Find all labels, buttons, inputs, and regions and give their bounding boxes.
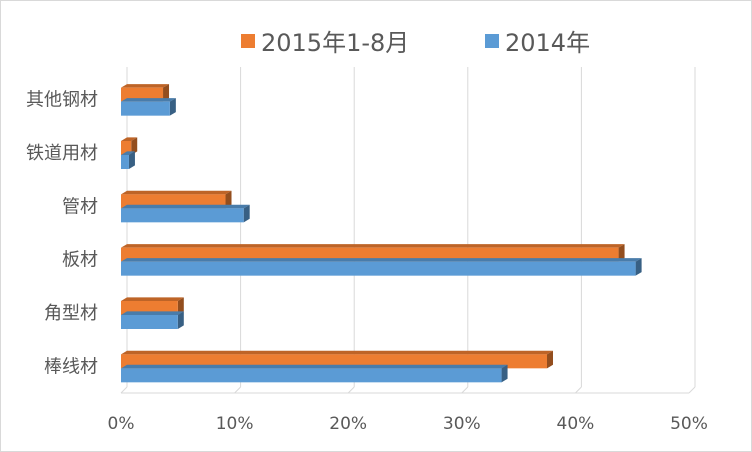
x-tick-label: 10% <box>216 414 254 434</box>
x-tick-label: 50% <box>670 414 708 434</box>
category-label: 棒线材 <box>44 356 98 377</box>
category-label: 管材 <box>62 196 98 217</box>
legend-item-2014: 2014年 <box>485 23 590 58</box>
bar-side-face <box>128 151 135 169</box>
legend-item-2015: 2015年1-8月 <box>241 23 409 58</box>
bar <box>121 208 244 223</box>
bar <box>121 155 129 169</box>
bar-side-face <box>618 244 625 262</box>
gridline-floor <box>461 386 469 394</box>
bar-side-face <box>547 350 553 369</box>
bar <box>121 315 178 329</box>
category-label: 铁道用材 <box>26 143 98 164</box>
legend-swatch-2015 <box>241 33 255 48</box>
bar <box>121 261 636 276</box>
gridline-floor <box>234 386 241 394</box>
x-tick-label: 20% <box>329 414 367 434</box>
legend-label-2014: 2014年 <box>505 29 591 57</box>
legend-label-2015: 2015年1-8月 <box>261 29 410 57</box>
legend: 2015年1-8月 2014年 <box>1 23 751 57</box>
bar-top-face <box>121 297 184 301</box>
x-tick-label: 30% <box>443 414 481 434</box>
bar-side-face <box>635 258 642 276</box>
gridline-floor <box>575 386 582 394</box>
x-tick-label: 40% <box>557 414 595 434</box>
bar-top-face <box>121 137 138 141</box>
gridline-floor <box>120 386 128 394</box>
bar-top-face <box>121 151 135 155</box>
bar-side-face <box>501 364 508 383</box>
bar-top-face <box>121 190 232 195</box>
gridline-floor <box>688 386 696 394</box>
bar-top-face <box>121 258 642 262</box>
category-label: 板材 <box>62 250 98 271</box>
bar-side-face <box>169 98 176 116</box>
bar <box>121 368 502 383</box>
bar-side-face <box>225 190 232 209</box>
bar-top-face <box>121 244 625 248</box>
bar-top-face <box>121 311 184 315</box>
bar-side-face <box>163 84 170 102</box>
bar-side-face <box>243 204 250 223</box>
bar <box>121 101 170 116</box>
bar-top-face <box>121 84 170 88</box>
bar-side-face <box>131 137 138 155</box>
bar-top-face <box>121 350 553 355</box>
gridline-floor <box>347 386 355 394</box>
bar-side-face <box>177 297 184 315</box>
bar-top-face <box>121 204 250 209</box>
legend-swatch-2014 <box>485 33 499 48</box>
category-label: 角型材 <box>44 303 98 324</box>
bar <box>121 141 132 155</box>
bar-top-face <box>121 98 176 102</box>
bar-side-face <box>177 311 184 329</box>
bar-top-face <box>121 364 508 369</box>
category-label: 其他钢材 <box>26 90 98 111</box>
x-tick-label: 0% <box>108 414 135 434</box>
